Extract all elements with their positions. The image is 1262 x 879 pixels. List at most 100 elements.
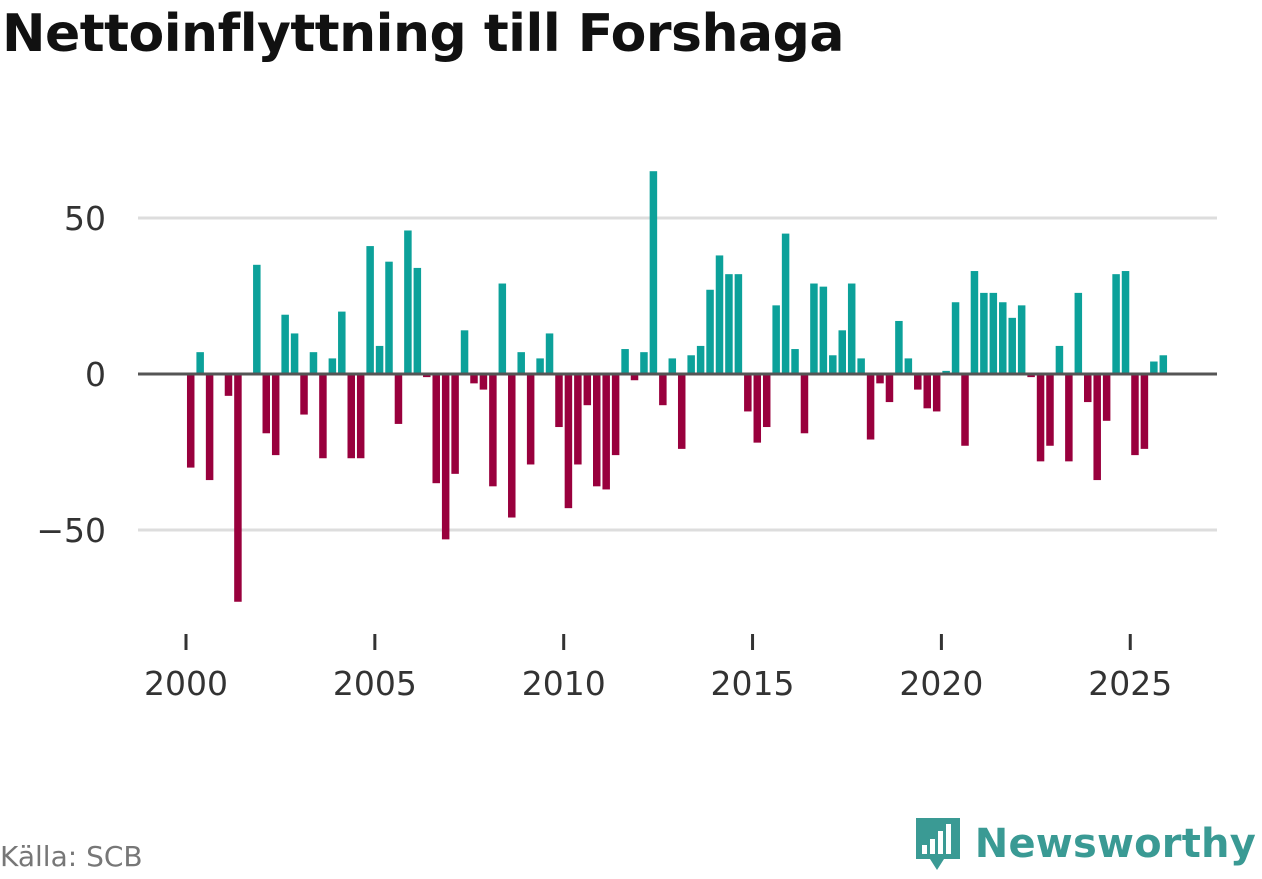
bar (904, 358, 913, 374)
bar (441, 374, 450, 540)
bar (328, 358, 337, 374)
bar (772, 305, 780, 374)
bar (1008, 317, 1016, 374)
bar (423, 374, 431, 378)
bar (895, 320, 903, 374)
bar (914, 374, 922, 390)
bar (394, 374, 403, 424)
bar (621, 349, 629, 374)
bar (319, 374, 327, 459)
bar (923, 374, 931, 409)
bar (800, 374, 809, 434)
bar (829, 355, 837, 374)
bar (1159, 355, 1168, 374)
bars (186, 171, 1168, 602)
bar (555, 374, 563, 428)
bar (574, 374, 582, 465)
bar (517, 352, 525, 374)
y-tick-label: 50 (64, 199, 106, 238)
bar (356, 374, 365, 459)
bar (951, 302, 960, 374)
chart-title: Nettoinflyttning till Forshaga (2, 4, 844, 64)
bar (696, 345, 705, 374)
bar (1102, 374, 1111, 421)
bar (1140, 374, 1149, 449)
x-tick-label: 2005 (333, 664, 417, 703)
bar (819, 286, 828, 374)
bar (479, 374, 488, 390)
bar (186, 374, 195, 468)
bar (281, 314, 289, 374)
bar (602, 374, 610, 490)
bar (668, 358, 677, 374)
bar (234, 374, 242, 602)
bar (1150, 361, 1158, 374)
bar (942, 370, 950, 374)
bar (1121, 271, 1130, 374)
bar (677, 374, 686, 449)
y-tick-label: 0 (85, 355, 106, 394)
bar (300, 374, 308, 415)
bar (224, 374, 233, 396)
newsworthy-logo[interactable]: Newsworthy (913, 815, 1256, 873)
bar (1084, 374, 1092, 403)
bar (1112, 274, 1120, 374)
bar (205, 374, 214, 481)
bar (271, 374, 280, 456)
bar (262, 374, 271, 434)
x-tick-label: 2025 (1088, 664, 1172, 703)
bar (347, 374, 355, 459)
bar (885, 374, 894, 403)
bar (375, 345, 384, 374)
bar (404, 230, 412, 374)
bar (791, 349, 799, 374)
bar (989, 292, 998, 374)
bar (470, 374, 478, 384)
bar (1027, 374, 1035, 378)
bar (649, 171, 658, 374)
bar (715, 255, 724, 374)
bar (338, 311, 346, 374)
bar (413, 267, 422, 374)
bar (508, 374, 516, 518)
x-tick-label: 2010 (522, 664, 606, 703)
bar (196, 352, 204, 374)
bar (961, 374, 969, 446)
bar (385, 261, 393, 374)
bar (857, 358, 865, 374)
bar (876, 374, 884, 384)
bar (810, 283, 818, 374)
bar (309, 352, 318, 374)
bar (611, 374, 620, 456)
bar-chart: 50 0 −50 2000 2005 2010 2015 2020 2025 (36, 171, 1217, 703)
bar (744, 374, 752, 412)
bar (687, 355, 695, 374)
bar (630, 374, 639, 381)
bar (536, 358, 544, 374)
grid-lines (138, 216, 1217, 532)
x-tick-label: 2020 (899, 664, 983, 703)
y-tick-label: −50 (36, 511, 106, 550)
bar (1055, 345, 1064, 374)
bar (866, 374, 875, 440)
bar (999, 302, 1007, 374)
bar (1074, 292, 1083, 374)
bar (725, 274, 733, 374)
x-tick-label: 2015 (711, 664, 795, 703)
bar (838, 330, 846, 374)
source-note: Källa: SCB (0, 840, 143, 873)
brand-name: Newsworthy (974, 821, 1256, 867)
bar (290, 333, 299, 374)
bar (593, 374, 601, 487)
y-axis: 50 0 −50 (36, 199, 106, 550)
bar (640, 352, 648, 374)
bar (498, 283, 507, 374)
bar (1093, 374, 1101, 481)
bar (847, 283, 856, 374)
bar (980, 292, 988, 374)
bar (706, 289, 714, 374)
newsworthy-icon (915, 818, 960, 870)
bar (526, 374, 535, 465)
bar (970, 271, 979, 374)
bar (753, 374, 762, 443)
